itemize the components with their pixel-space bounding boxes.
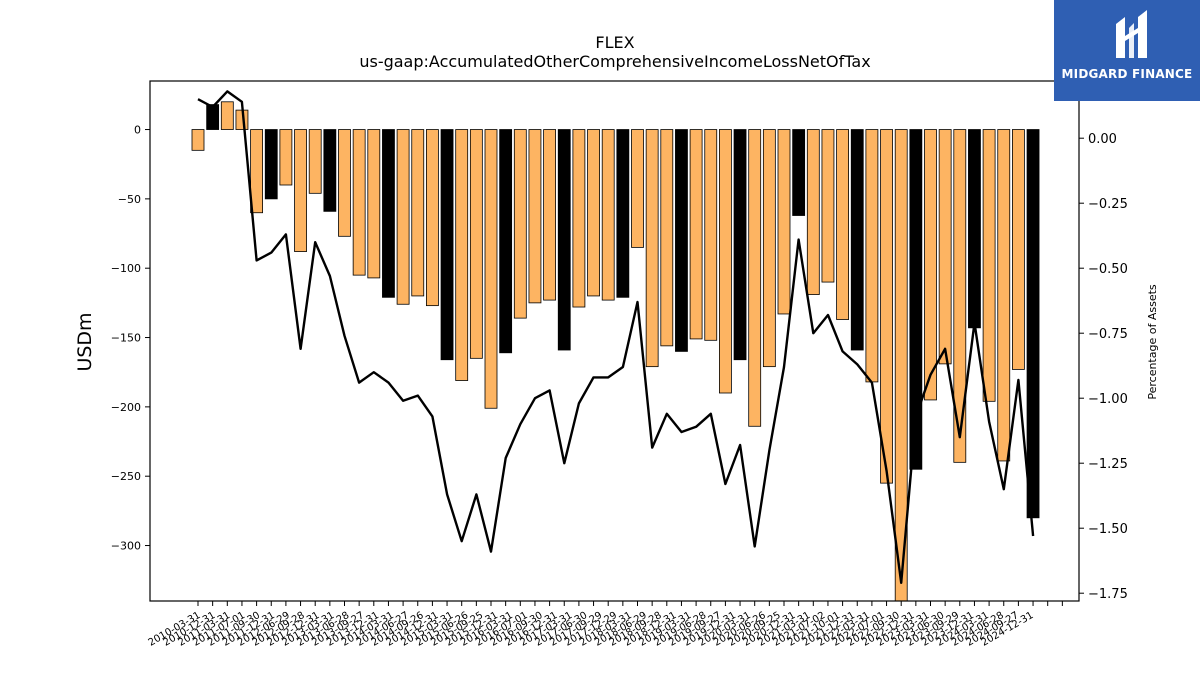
y2-tick-label: −1.50 (1088, 522, 1128, 537)
bar (308, 129, 322, 194)
y-tick-label: −300 (111, 540, 141, 553)
bar (352, 129, 366, 276)
bar (469, 129, 483, 359)
y-tick-label: −150 (111, 332, 141, 345)
bar (528, 129, 542, 304)
y-tick-label: −250 (111, 470, 141, 483)
y-axis-label: USDm (74, 312, 96, 371)
bar (323, 129, 337, 212)
bar (484, 129, 498, 409)
bar (396, 129, 410, 305)
bar (880, 129, 893, 484)
bar (704, 129, 718, 341)
bar (294, 129, 307, 252)
logo-text: MIDGARD FINANCE (1061, 67, 1193, 81)
bar (792, 129, 806, 216)
y2-tick-label: −1.75 (1088, 587, 1128, 602)
bar (660, 129, 674, 347)
bar (543, 129, 556, 301)
bar (1026, 129, 1040, 519)
bar (411, 129, 425, 297)
chart-subtitle: us-gaap:AccumulatedOtherComprehensiveInc… (359, 52, 870, 71)
bar (440, 129, 454, 361)
y2-tick-label: −0.50 (1088, 262, 1128, 277)
bar (206, 104, 220, 130)
bar (748, 129, 762, 427)
y2-tick-label: −1.00 (1088, 392, 1128, 407)
bar (836, 129, 849, 320)
bar (689, 129, 703, 340)
midgard-finance-logo: MIDGARD FINANCE (1054, 0, 1200, 101)
plot-frame (149, 80, 1080, 602)
bar (938, 129, 952, 365)
bar (631, 129, 644, 248)
bar (865, 129, 879, 383)
bar (806, 129, 820, 295)
bar (279, 129, 293, 186)
bar (367, 129, 381, 279)
bar (997, 129, 1011, 462)
y2-tick-label: 0.00 (1088, 132, 1117, 147)
bar (382, 129, 395, 298)
y-tick-label: −200 (111, 401, 141, 414)
logo-mark-icon (1116, 10, 1147, 58)
bar (191, 129, 205, 151)
series-line (197, 90, 1035, 584)
y-tick-label: −50 (118, 193, 141, 206)
bar (953, 129, 967, 463)
bar (601, 129, 615, 301)
bar (733, 129, 747, 361)
bar (557, 129, 571, 351)
bar (675, 129, 688, 352)
bar (264, 129, 278, 200)
bar (587, 129, 600, 297)
y-tick-label: 0 (134, 124, 141, 137)
y2-tick-label: −0.25 (1088, 197, 1128, 212)
bar (572, 129, 586, 308)
bar (455, 129, 469, 381)
bar (616, 129, 630, 298)
bar (425, 129, 439, 307)
bar (821, 129, 835, 283)
y2-tick-label: −0.75 (1088, 327, 1128, 342)
chart-marks: 0 −50 −100 −150 −200 −250 −300 0.00 −0.25 −0.50 −0… (111, 90, 1128, 649)
chart-title: FLEX (595, 33, 634, 52)
bar (777, 129, 791, 315)
bar (719, 129, 732, 394)
bar (968, 129, 981, 329)
bar (250, 129, 264, 214)
bar (909, 129, 923, 470)
bar (220, 101, 234, 130)
y2-tick-label: −1.25 (1088, 457, 1128, 472)
bar (338, 129, 351, 237)
bar (850, 129, 864, 351)
bar (499, 129, 513, 354)
bar (645, 129, 659, 368)
y-tick-label: −100 (111, 262, 141, 275)
bar (982, 129, 996, 402)
bar (1012, 129, 1025, 370)
y2-axis-label: Percentage of Assets (1146, 284, 1159, 400)
bar (924, 129, 937, 401)
bar (762, 129, 776, 368)
bar (513, 129, 527, 319)
